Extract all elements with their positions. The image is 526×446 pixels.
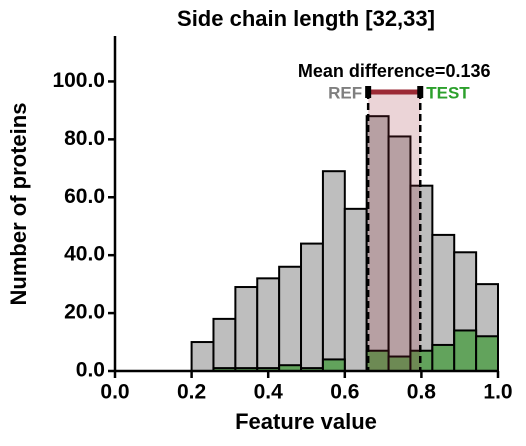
legend-label: TEST [426,83,470,102]
y-tick-label: 0.0 [76,359,105,382]
mean-difference-region [368,92,421,371]
chart-title: Side chain length [32,33] [177,6,435,31]
histogram-bar [278,265,303,373]
x-axis-label: Feature value [235,409,377,434]
mean-marker [365,86,372,98]
x-tick-label: 0.2 [177,381,206,404]
histogram-bar [256,277,281,373]
histogram-bar [234,286,259,373]
x-tick-label: 1.0 [483,381,512,404]
histogram-bar [453,329,478,373]
mean-marker [417,86,424,98]
histogram-bar [475,335,500,372]
histogram-bar [190,341,215,373]
x-tick-label: 0.8 [407,381,437,404]
y-tick-label: 20.0 [64,301,105,324]
x-tick-label: 0.0 [100,381,129,404]
y-tick-label: 60.0 [64,185,105,208]
y-axis-label: Number of proteins [6,103,31,306]
histogram-bar [343,207,368,372]
annotation: Mean difference=0.136 [298,61,491,81]
histogram-bar [300,242,324,373]
x-tick-label: 0.6 [330,381,359,404]
y-tick-label: 80.0 [64,127,105,150]
histogram-bar [431,343,456,372]
histogram-bar [321,170,346,372]
y-tick-label: 40.0 [64,243,105,266]
histogram-bar [212,317,237,373]
x-tick-label: 0.4 [254,381,284,404]
histogram-bar [321,358,346,372]
y-tick-label: 100.0 [52,69,105,92]
legend-label: REF [328,83,362,102]
